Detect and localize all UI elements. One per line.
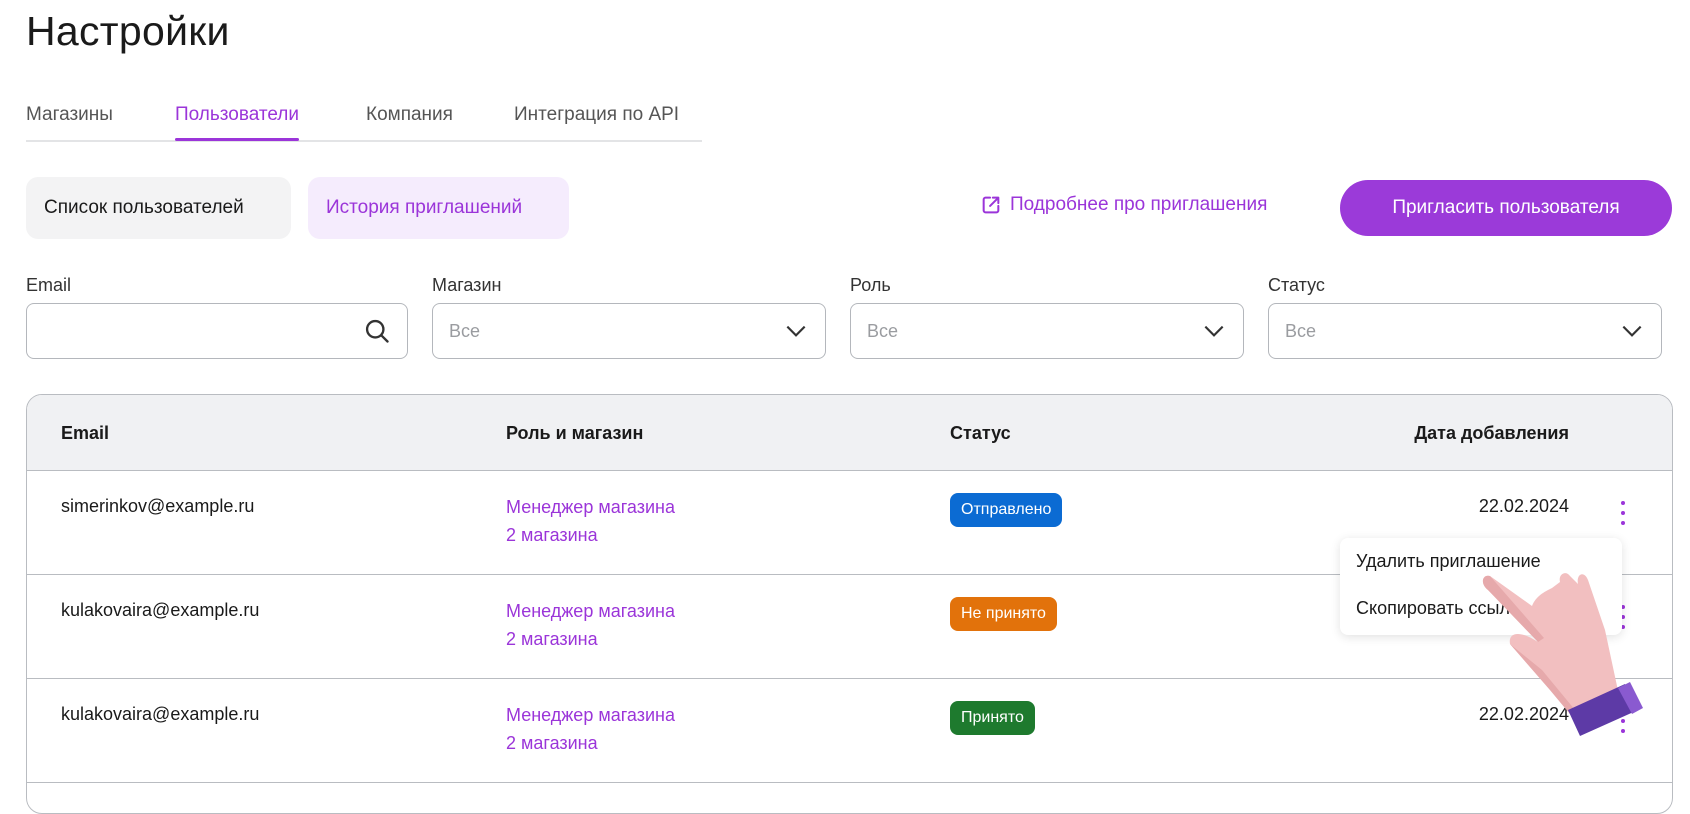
column-date: Дата добавления	[1414, 423, 1569, 443]
pointing-hand-illustration	[1482, 573, 1643, 736]
more-actions-icon[interactable]	[1619, 501, 1627, 525]
row-role[interactable]: Менеджер магазина	[506, 705, 675, 725]
external-link-icon	[982, 196, 1000, 214]
role-filter-select[interactable]: Все	[850, 303, 1244, 359]
row-role-shop[interactable]: Менеджер магазина 2 магазина	[506, 493, 675, 549]
column-email: Email	[61, 423, 110, 443]
row-shops[interactable]: 2 магазина	[506, 525, 598, 545]
menu-item-copy-link[interactable]: Скопировать ссылку	[1356, 598, 1528, 618]
segment-invite-history[interactable]: История приглашений	[308, 177, 569, 239]
row-role-shop[interactable]: Менеджер магазина 2 магазина	[506, 597, 675, 653]
search-icon[interactable]	[363, 317, 391, 345]
chevron-down-icon	[1204, 325, 1224, 337]
column-status: Статус	[950, 423, 1011, 443]
table-row: simerinkov@example.ru Менеджер магазина …	[27, 471, 1672, 575]
tab-api[interactable]: Интеграция по API	[514, 104, 680, 125]
status-filter-select[interactable]: Все	[1268, 303, 1662, 359]
tab-users[interactable]: Пользователи	[175, 104, 300, 141]
row-role[interactable]: Менеджер магазина	[506, 497, 675, 517]
status-badge: Отправлено	[950, 493, 1063, 527]
row-date: 22.02.2024	[1478, 704, 1569, 724]
email-filter-input[interactable]	[26, 303, 408, 359]
tab-shops[interactable]: Магазины	[26, 104, 113, 125]
shop-filter-value: Все	[449, 320, 481, 341]
row-email: simerinkov@example.ru	[61, 496, 255, 516]
row-role[interactable]: Менеджер магазина	[506, 601, 675, 621]
chevron-down-icon	[1622, 325, 1642, 337]
role-filter-label: Роль	[850, 275, 891, 295]
menu-item-delete-invite[interactable]: Удалить приглашение	[1356, 551, 1541, 571]
page-title: Настройки	[26, 8, 230, 54]
status-badge: Принято	[950, 701, 1035, 735]
table-row: kulakovaira@example.ru Менеджер магазина…	[27, 575, 1672, 679]
shop-filter-select[interactable]: Все	[432, 303, 826, 359]
row-date: 22.02.2024	[1478, 496, 1569, 516]
invitations-table: Email Роль и магазин Статус Дата добавле…	[26, 394, 1673, 814]
shop-filter-label: Магазин	[432, 275, 502, 295]
row-email: kulakovaira@example.ru	[61, 704, 260, 724]
invitations-info-label: Подробнее про приглашения	[1010, 194, 1268, 215]
table-row: kulakovaira@example.ru Менеджер магазина…	[27, 679, 1672, 783]
column-role: Роль и магазин	[506, 423, 644, 443]
table-header: Email Роль и магазин Статус Дата добавле…	[27, 395, 1672, 471]
tab-company[interactable]: Компания	[366, 104, 453, 125]
email-filter-label: Email	[26, 275, 72, 295]
invitations-info-link[interactable]: Подробнее про приглашения	[980, 194, 1267, 216]
status-badge: Не принято	[950, 597, 1057, 631]
segment-user-list[interactable]: Список пользователей	[26, 177, 291, 239]
chevron-down-icon	[786, 325, 806, 337]
status-filter-label: Статус	[1268, 275, 1325, 295]
row-shops[interactable]: 2 магазина	[506, 629, 598, 649]
role-filter-value: Все	[867, 320, 899, 341]
row-shops[interactable]: 2 магазина	[506, 733, 598, 753]
tabs: Магазины Пользователи Компания Интеграци…	[26, 100, 702, 142]
status-filter-value: Все	[1285, 320, 1317, 341]
invite-user-button[interactable]: Пригласить пользователя	[1340, 180, 1672, 236]
more-actions-icon[interactable]	[1619, 605, 1627, 629]
row-role-shop[interactable]: Менеджер магазина 2 магазина	[506, 701, 675, 757]
row-email: kulakovaira@example.ru	[61, 600, 260, 620]
